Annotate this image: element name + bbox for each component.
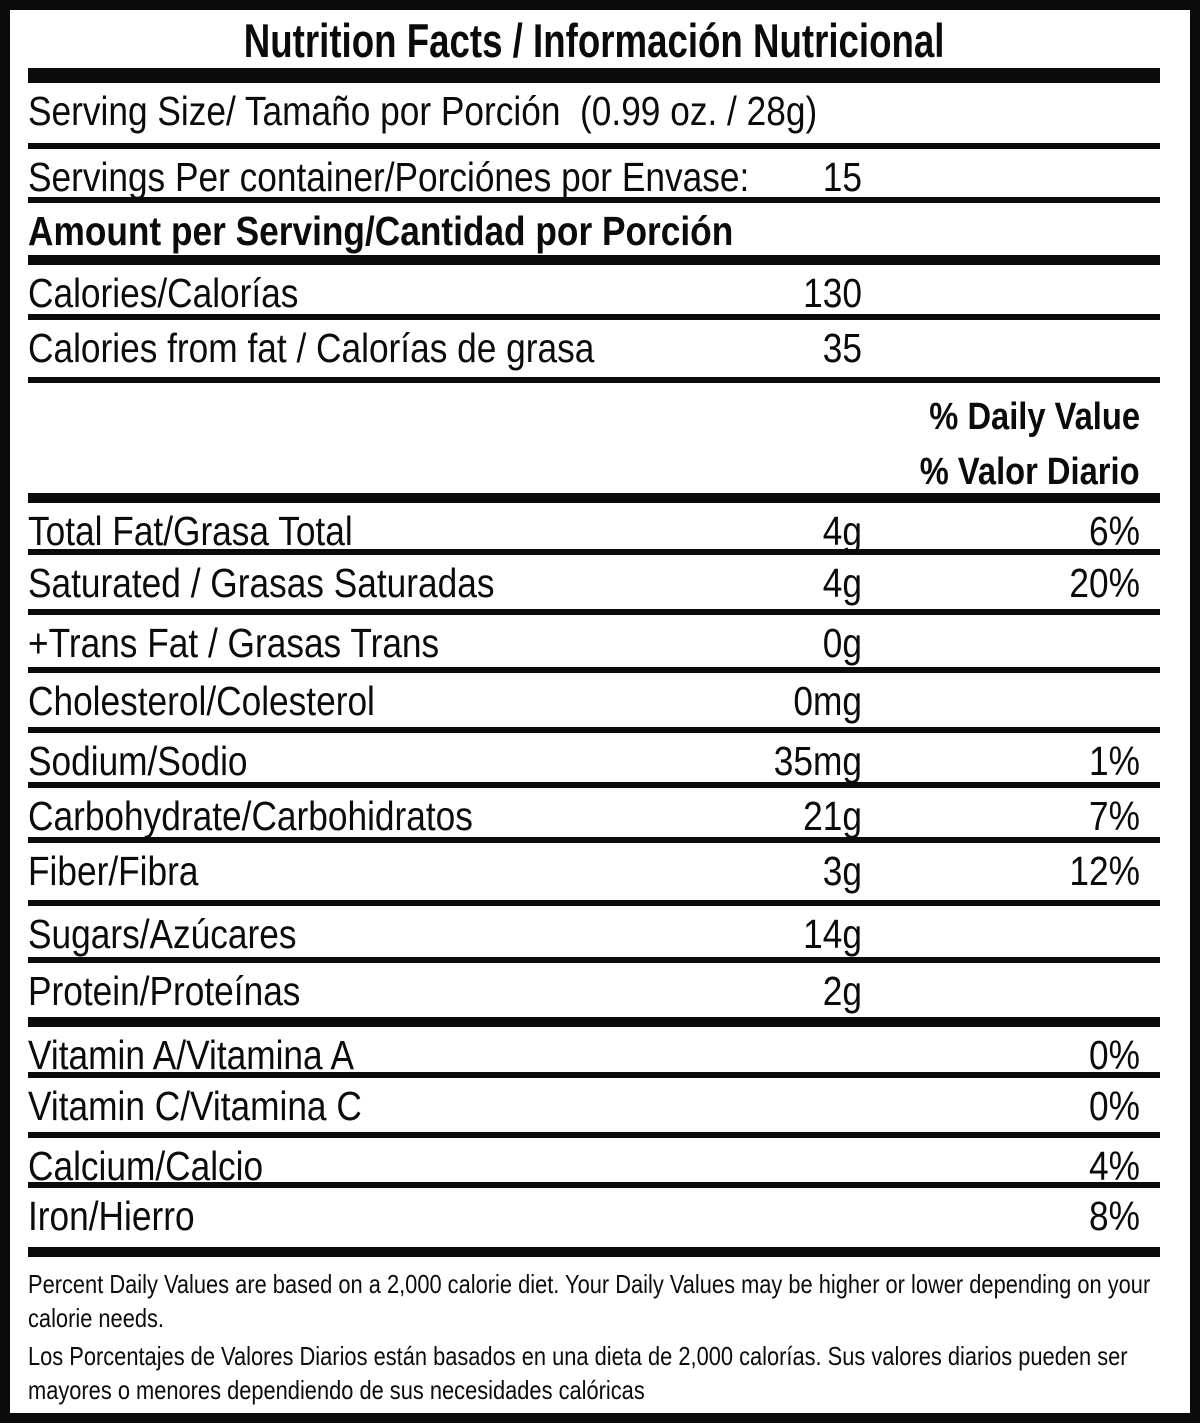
nutrient-row-protein: Protein/Proteínas 2g <box>28 963 1160 1027</box>
nutrient-percent: 4% <box>1089 1143 1140 1189</box>
nutrient-row-trans-fat: +Trans Fat / Grasas Trans 0g <box>28 615 1160 673</box>
footnote-en: Percent Daily Values are based on a 2,00… <box>28 1269 1151 1333</box>
nutrient-label: +Trans Fat / Grasas Trans <box>28 620 440 666</box>
footnotes: Percent Daily Values are based on a 2,00… <box>28 1257 1160 1413</box>
nutrient-row-vitamin-a: Vitamin A/Vitamina A 0% <box>28 1027 1160 1078</box>
nutrient-percent: 0% <box>1089 1032 1140 1078</box>
label-title-row: Nutrition Facts / Información Nutriciona… <box>28 10 1160 68</box>
amount-per-serving-header: Amount per Serving/Cantidad por Porción <box>28 203 1160 265</box>
nutrient-label: Saturated / Grasas Saturadas <box>28 560 495 606</box>
nutrient-percent: 20% <box>1069 560 1140 606</box>
nutrient-value: 4g <box>822 508 862 554</box>
nutrient-value: 3g <box>822 848 862 894</box>
daily-value-header-en-line: % Daily Value <box>28 383 1140 437</box>
nutrient-label: Calcium/Calcio <box>28 1143 264 1189</box>
nutrient-row-total-fat: Total Fat/Grasa Total 4g 6% <box>28 503 1160 555</box>
servings-per-container-row: Servings Per container/Porciónes por Env… <box>28 149 1160 203</box>
nutrient-row-saturated-fat: Saturated / Grasas Saturadas 4g 20% <box>28 555 1160 615</box>
serving-size-row: Serving Size/ Tamaño por Porción (0.99 o… <box>28 83 1160 149</box>
nutrient-percent: 8% <box>1089 1193 1140 1239</box>
nutrient-row-sodium: Sodium/Sodio 35mg 1% <box>28 733 1160 788</box>
calories-from-fat-value: 35 <box>822 325 862 371</box>
nutrient-label: Carbohydrate/Carbohidratos <box>28 793 473 839</box>
nutrient-value: 35mg <box>773 738 862 784</box>
amount-per-serving-label: Amount per Serving/Cantidad por Porción <box>28 208 734 254</box>
nutrient-row-cholesterol: Cholesterol/Colesterol 0mg <box>28 673 1160 733</box>
calories-from-fat-label: Calories from fat / Calorías de grasa <box>28 325 595 371</box>
nutrient-label: Vitamin A/Vitamina A <box>28 1032 355 1078</box>
nutrient-label: Fiber/Fibra <box>28 848 199 894</box>
nutrient-percent: 1% <box>1089 738 1140 784</box>
daily-value-header-es-line: % Valor Diario <box>28 437 1140 492</box>
calories-label: Calories/Calorías <box>28 270 299 316</box>
nutrient-row-iron: Iron/Hierro 8% <box>28 1188 1160 1257</box>
nutrient-label: Sodium/Sodio <box>28 738 248 784</box>
nutrient-label: Protein/Proteínas <box>28 968 301 1014</box>
nutrient-row-fiber: Fiber/Fibra 3g 12% <box>28 843 1160 906</box>
nutrient-percent: 6% <box>1089 508 1140 554</box>
servings-per-container-label: Servings Per container/Porciónes por Env… <box>28 154 750 200</box>
calories-from-fat-row: Calories from fat / Calorías de grasa 35 <box>28 320 1160 383</box>
calories-value: 130 <box>803 270 862 316</box>
nutrient-value: 14g <box>803 911 862 957</box>
label-title: Nutrition Facts / Información Nutriciona… <box>243 14 945 67</box>
nutrient-label: Vitamin C/Vitamina C <box>28 1083 362 1129</box>
nutrient-percent: 12% <box>1069 848 1140 894</box>
daily-value-header-es: % Valor Diario <box>920 451 1140 493</box>
nutrient-label: Sugars/Azúcares <box>28 911 297 957</box>
nutrient-value: 2g <box>822 968 862 1014</box>
calories-row: Calories/Calorías 130 <box>28 265 1160 320</box>
nutrient-label: Iron/Hierro <box>28 1193 195 1239</box>
nutrient-value: 4g <box>822 560 862 606</box>
nutrient-percent: 0% <box>1089 1083 1140 1129</box>
servings-per-container-value: 15 <box>822 154 862 200</box>
serving-size-label: Serving Size/ Tamaño por Porción (0.99 o… <box>28 88 818 134</box>
daily-value-header: % Daily Value % Valor Diario <box>28 383 1160 503</box>
footnote-es: Los Porcentajes de Valores Diarios están… <box>28 1341 1128 1405</box>
nutrient-label: Total Fat/Grasa Total <box>28 508 353 554</box>
nutrient-value: 0g <box>822 620 862 666</box>
nutrient-row-vitamin-c: Vitamin C/Vitamina C 0% <box>28 1078 1160 1138</box>
nutrient-label: Cholesterol/Colesterol <box>28 678 375 724</box>
nutrient-row-calcium: Calcium/Calcio 4% <box>28 1138 1160 1188</box>
nutrient-row-sugars: Sugars/Azúcares 14g <box>28 906 1160 963</box>
title-separator-bar <box>28 68 1160 83</box>
nutrient-percent: 7% <box>1089 793 1140 839</box>
nutrient-value: 21g <box>803 793 862 839</box>
nutrient-row-carbohydrate: Carbohydrate/Carbohidratos 21g 7% <box>28 788 1160 843</box>
nutrient-value: 0mg <box>793 678 862 724</box>
daily-value-header-en: % Daily Value <box>929 396 1140 438</box>
